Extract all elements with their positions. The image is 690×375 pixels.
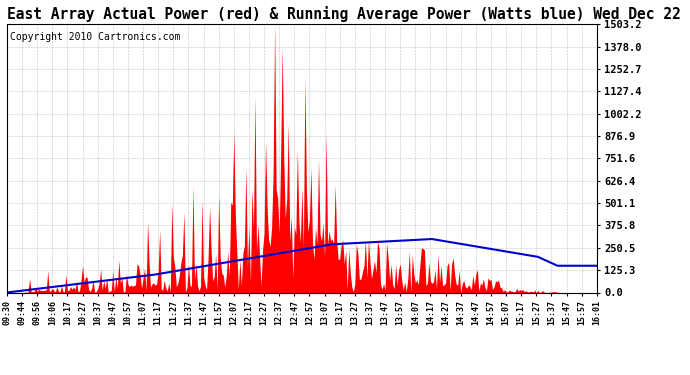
Text: East Array Actual Power (red) & Running Average Power (Watts blue) Wed Dec 22 16: East Array Actual Power (red) & Running …	[7, 6, 690, 22]
Text: Copyright 2010 Cartronics.com: Copyright 2010 Cartronics.com	[10, 32, 180, 42]
